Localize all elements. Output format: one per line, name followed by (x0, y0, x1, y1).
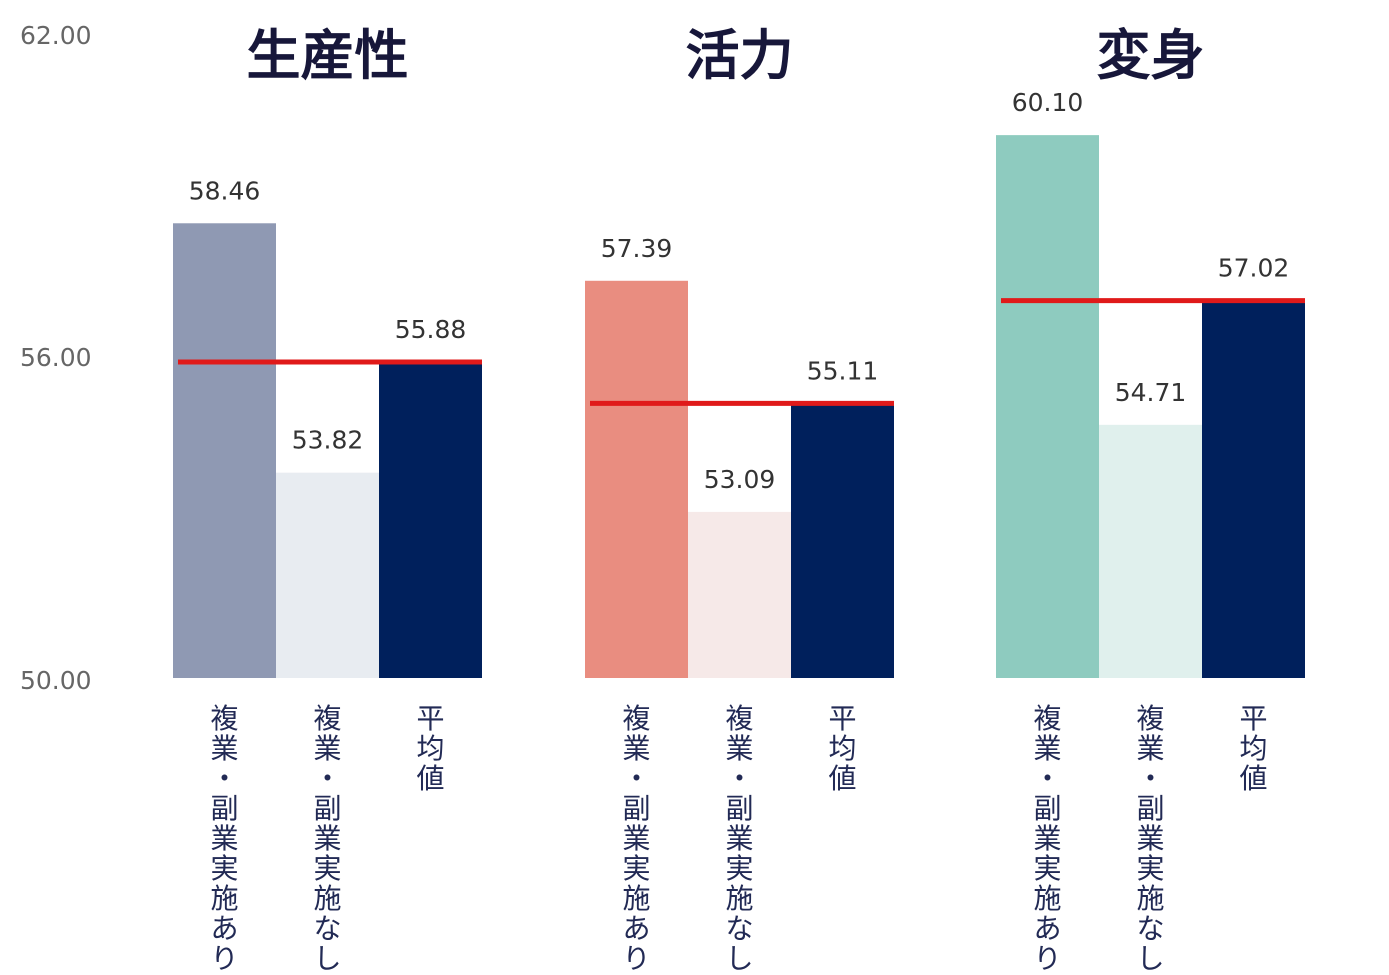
data-label: 53.82 (292, 426, 364, 455)
bar-group-2: 活力 57.39 複業・副業実施あり 53.09 複業・副業実施なし 55.11 平均値 (585, 24, 894, 975)
data-label: 53.09 (704, 465, 776, 494)
group-title: 活力 (686, 24, 794, 87)
y-axis-ticks: 62.00 56.00 50.00 (20, 21, 92, 695)
bar (1202, 300, 1305, 678)
category-label: 平均値 (1239, 702, 1267, 795)
group-title: 生産性 (247, 24, 409, 87)
category-label: 複業・副業実施なし (313, 702, 341, 975)
category-label: 平均値 (828, 702, 856, 795)
bar (688, 511, 791, 678)
bar-group-1: 生産性 58.46 複業・副業実施あり 53.82 複業・副業実施なし 55.88 平均値 (173, 24, 482, 975)
category-label: 複業・副業実施あり (1033, 702, 1061, 975)
bar-group-3: 変身 60.10 複業・副業実施あり 54.71 複業・副業実施なし 57.02 平均値 (996, 24, 1305, 975)
bar (173, 223, 276, 678)
data-label: 55.88 (395, 315, 467, 344)
data-label: 57.02 (1218, 254, 1290, 283)
data-label: 60.10 (1012, 88, 1084, 117)
category-label: 複業・副業実施あり (622, 702, 650, 975)
data-label: 54.71 (1115, 378, 1187, 407)
bar-groups: 生産性58.46複業・副業実施あり53.82複業・副業実施なし55.88平均値活… (173, 24, 1305, 975)
y-tick-label-62: 62.00 (20, 21, 92, 50)
bar (276, 472, 379, 678)
data-label: 55.11 (807, 356, 879, 385)
y-tick-label-50: 50.00 (20, 666, 92, 695)
category-label: 複業・副業実施なし (725, 702, 753, 975)
bar (791, 403, 894, 678)
data-label: 58.46 (189, 176, 261, 205)
category-label: 平均値 (416, 702, 444, 795)
bar (379, 361, 482, 678)
category-label: 複業・副業実施なし (1136, 702, 1164, 975)
y-tick-label-56: 56.00 (20, 343, 92, 372)
bar (1099, 424, 1202, 678)
group-title: 変身 (1097, 24, 1205, 87)
category-label: 複業・副業実施あり (210, 702, 238, 975)
data-label: 57.39 (601, 234, 673, 263)
bar (996, 135, 1099, 678)
bar (585, 280, 688, 678)
